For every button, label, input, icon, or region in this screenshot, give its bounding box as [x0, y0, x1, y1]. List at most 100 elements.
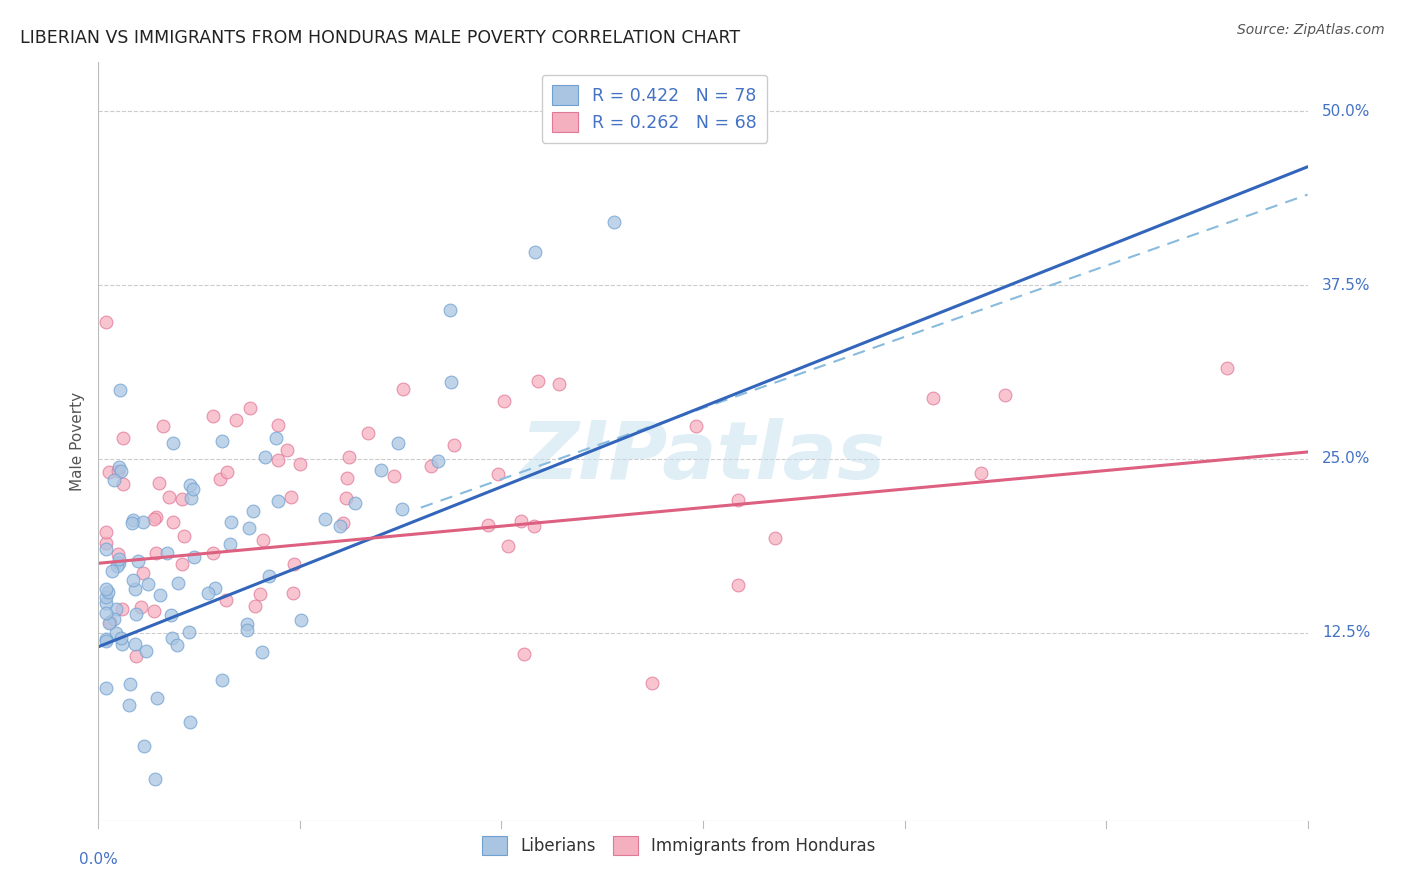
- Point: [96, 582, 118, 597]
- Point: [156, 545, 179, 559]
- Point: [370, 463, 392, 477]
- Point: [477, 517, 499, 532]
- Point: [134, 739, 156, 753]
- Point: [211, 434, 233, 449]
- Point: [267, 418, 290, 433]
- Point: [122, 573, 145, 587]
- Point: [125, 648, 148, 663]
- Point: [267, 453, 290, 467]
- Point: [132, 566, 155, 581]
- Point: [494, 394, 516, 409]
- Point: [215, 593, 238, 607]
- Point: [603, 215, 626, 229]
- Point: [124, 637, 146, 651]
- Point: [97, 465, 120, 479]
- Point: [146, 690, 169, 705]
- Point: [252, 533, 274, 547]
- Point: [994, 388, 1017, 402]
- Point: [727, 578, 749, 592]
- Point: [391, 501, 413, 516]
- Point: [181, 482, 204, 496]
- Point: [127, 553, 149, 567]
- Point: [162, 631, 184, 645]
- Point: [125, 607, 148, 621]
- Point: [443, 438, 465, 452]
- Point: [149, 588, 172, 602]
- Point: [96, 632, 118, 646]
- Point: [267, 494, 290, 508]
- Point: [170, 557, 193, 571]
- Point: [250, 645, 273, 659]
- Point: [201, 409, 224, 423]
- Point: [238, 521, 260, 535]
- Point: [104, 602, 127, 616]
- Point: [727, 492, 749, 507]
- Point: [382, 468, 405, 483]
- Point: [104, 626, 127, 640]
- Point: [253, 450, 276, 464]
- Point: [219, 515, 242, 529]
- Point: [107, 464, 129, 478]
- Point: [204, 581, 226, 595]
- Point: [276, 443, 298, 458]
- Point: [179, 715, 201, 730]
- Point: [202, 546, 225, 560]
- Point: [314, 512, 336, 526]
- Point: [219, 537, 242, 551]
- Point: [145, 509, 167, 524]
- Point: [100, 564, 122, 578]
- Point: [332, 516, 354, 531]
- Point: [177, 624, 200, 639]
- Point: [96, 596, 118, 610]
- Point: [288, 458, 311, 472]
- Point: [337, 450, 360, 465]
- Point: [922, 391, 945, 405]
- Point: [173, 528, 195, 542]
- Point: [290, 613, 312, 627]
- Point: [641, 675, 664, 690]
- Point: [145, 546, 167, 560]
- Text: 12.5%: 12.5%: [1322, 625, 1371, 640]
- Point: [122, 513, 145, 527]
- Point: [548, 376, 571, 391]
- Point: [96, 590, 118, 604]
- Point: [107, 547, 129, 561]
- Point: [117, 698, 139, 712]
- Point: [215, 466, 238, 480]
- Point: [172, 492, 194, 507]
- Point: [197, 585, 219, 599]
- Point: [264, 431, 287, 445]
- Point: [180, 491, 202, 505]
- Point: [419, 459, 441, 474]
- Point: [96, 536, 118, 550]
- Point: [242, 504, 264, 518]
- Point: [283, 557, 305, 571]
- Point: [236, 623, 259, 637]
- Point: [112, 477, 135, 491]
- Point: [281, 586, 304, 600]
- Point: [96, 315, 118, 329]
- Text: Source: ZipAtlas.com: Source: ZipAtlas.com: [1237, 23, 1385, 37]
- Point: [527, 375, 550, 389]
- Point: [257, 569, 280, 583]
- Y-axis label: Male Poverty: Male Poverty: [69, 392, 84, 491]
- Point: [97, 585, 120, 599]
- Point: [524, 245, 547, 260]
- Point: [120, 677, 142, 691]
- Point: [211, 673, 233, 687]
- Point: [105, 559, 128, 574]
- Point: [162, 515, 184, 529]
- Point: [107, 556, 129, 570]
- Point: [969, 466, 991, 480]
- Point: [236, 617, 259, 632]
- Point: [685, 418, 707, 433]
- Point: [249, 587, 271, 601]
- Point: [329, 519, 352, 533]
- Point: [157, 490, 180, 504]
- Point: [124, 582, 146, 597]
- Point: [103, 612, 125, 626]
- Point: [96, 542, 118, 557]
- Point: [111, 432, 134, 446]
- Point: [179, 478, 201, 492]
- Point: [103, 473, 125, 487]
